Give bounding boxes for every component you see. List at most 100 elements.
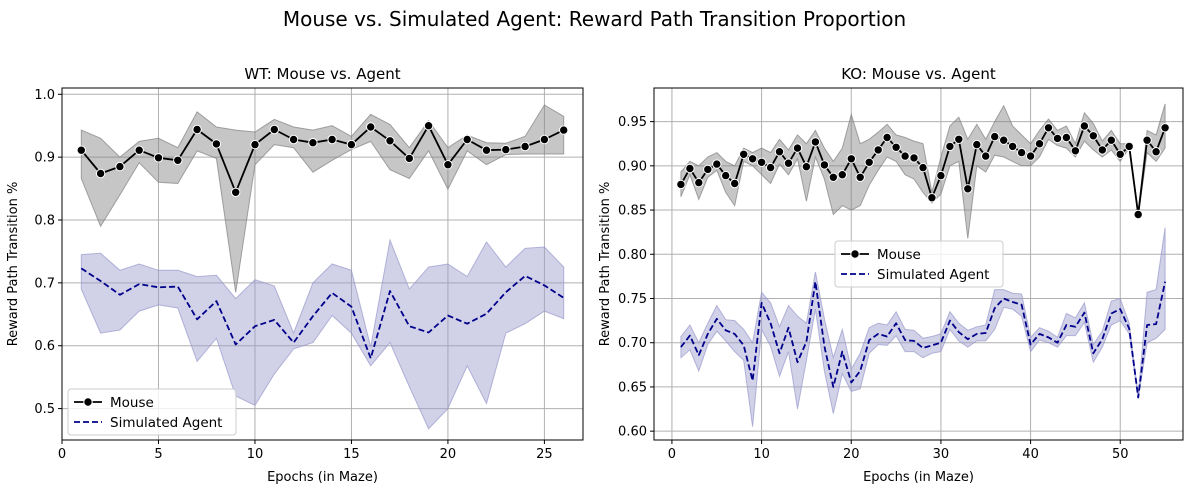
ko-mouse-point-41 bbox=[1034, 139, 1045, 149]
wt-mouse-point-22 bbox=[481, 145, 492, 155]
ko-legend-agent-label: Simulated Agent bbox=[877, 267, 989, 283]
ko-mouse-point-20 bbox=[846, 154, 856, 164]
ko-mouse-point-44 bbox=[1061, 132, 1072, 143]
wt-x-tick-label-5: 25 bbox=[536, 447, 553, 462]
ko-y-axis-label: Reward Path Transition % bbox=[598, 182, 613, 347]
ko-x-ticks: 0 10 20 30 40 50 bbox=[668, 440, 1129, 462]
ko-mouse-point-29 bbox=[927, 193, 937, 203]
ko-mouse-point-1 bbox=[676, 179, 686, 190]
wt-mouse-band bbox=[80, 104, 565, 293]
wt-mouse-point-6 bbox=[173, 155, 183, 166]
wt-confidence-bands bbox=[80, 104, 565, 430]
ko-mouse-point-28 bbox=[918, 162, 928, 173]
ko-mouse-point-35 bbox=[981, 151, 991, 161]
wt-y-tick-label-3: 0.8 bbox=[34, 214, 55, 229]
wt-legend: Mouse Simulated Agent bbox=[67, 388, 237, 436]
wt-x-tick-label-0: 0 bbox=[58, 447, 66, 462]
wt-legend-mouse-label: Mouse bbox=[110, 395, 154, 411]
wt-panel: WT: Mouse vs. Agent 0 5 10 15 20 25 0.5 0.6 0.7… bbox=[6, 65, 584, 485]
figure-title: Mouse vs. Simulated Agent: Reward Path T… bbox=[283, 7, 906, 31]
ko-mouse-point-8 bbox=[739, 149, 749, 160]
wt-legend-agent-label: Simulated Agent bbox=[110, 415, 222, 431]
wt-mouse-point-2 bbox=[95, 168, 106, 179]
wt-mouse-point-24 bbox=[520, 141, 530, 152]
wt-y-tick-label-0: 0.5 bbox=[34, 402, 55, 417]
ko-agent-band bbox=[680, 227, 1166, 427]
wt-mouse-point-13 bbox=[308, 138, 318, 148]
ko-mouse-point-12 bbox=[774, 147, 785, 157]
ko-mouse-point-39 bbox=[1016, 147, 1027, 158]
wt-y-tick-label-4: 0.9 bbox=[34, 151, 55, 166]
wt-legend-box bbox=[67, 388, 237, 436]
ko-mouse-point-43 bbox=[1052, 133, 1063, 144]
ko-x-tick-label-2: 20 bbox=[843, 447, 860, 462]
wt-y-tick-label-5: 1.0 bbox=[34, 88, 55, 103]
ko-mouse-point-10 bbox=[756, 157, 767, 168]
ko-legend-box bbox=[834, 240, 1004, 288]
ko-y-tick-label-4: 0.80 bbox=[618, 248, 647, 263]
wt-axes-frame bbox=[61, 87, 584, 441]
wt-mouse-point-21 bbox=[462, 134, 472, 145]
ko-mouse-point-5 bbox=[712, 159, 722, 169]
ko-mouse-point-6 bbox=[721, 170, 731, 181]
wt-y-axis-label: Reward Path Transition % bbox=[6, 182, 21, 347]
wt-mouse-markers bbox=[76, 121, 569, 198]
ko-x-tick-label-0: 0 bbox=[668, 447, 676, 462]
wt-agent-band bbox=[80, 238, 565, 430]
wt-mouse-point-16 bbox=[366, 122, 376, 132]
wt-y-tick-label-2: 0.7 bbox=[34, 276, 55, 291]
wt-x-tick-label-3: 15 bbox=[343, 447, 360, 462]
wt-y-ticks: 0.5 0.6 0.7 0.8 0.9 1.0 bbox=[34, 88, 62, 417]
ko-y-tick-label-5: 0.85 bbox=[618, 204, 647, 219]
ko-mouse-point-21 bbox=[855, 172, 865, 183]
ko-mouse-point-19 bbox=[837, 170, 847, 180]
ko-mouse-point-54 bbox=[1151, 147, 1161, 157]
wt-mouse-point-11 bbox=[269, 124, 279, 135]
wt-mouse-point-18 bbox=[404, 153, 414, 164]
ko-y-tick-label-6: 0.90 bbox=[618, 159, 647, 174]
wt-panel-title: WT: Mouse vs. Agent bbox=[244, 65, 400, 83]
ko-x-axis-label: Epochs (in Maze) bbox=[863, 470, 974, 485]
ko-x-tick-label-4: 40 bbox=[1022, 447, 1039, 462]
wt-y-tick-label-1: 0.6 bbox=[34, 339, 55, 354]
ko-mouse-point-11 bbox=[765, 162, 776, 173]
ko-y-tick-label-0: 0.60 bbox=[618, 425, 647, 440]
ko-mouse-point-36 bbox=[990, 131, 1000, 142]
wt-x-axis-label: Epochs (in Maze) bbox=[267, 470, 378, 485]
ko-mouse-point-30 bbox=[936, 170, 946, 181]
wt-mouse-point-26 bbox=[559, 125, 569, 135]
ko-mouse-point-46 bbox=[1079, 121, 1090, 131]
wt-mouse-point-8 bbox=[211, 139, 222, 149]
ko-mouse-point-34 bbox=[972, 139, 982, 150]
ko-mouse-point-3 bbox=[694, 177, 704, 188]
wt-mouse-point-14 bbox=[327, 134, 337, 145]
wt-x-tick-label-1: 5 bbox=[154, 447, 162, 462]
ko-mouse-point-53 bbox=[1142, 135, 1152, 145]
ko-mouse-point-50 bbox=[1115, 149, 1125, 160]
wt-x-tick-label-4: 20 bbox=[440, 447, 457, 462]
wt-mouse-point-15 bbox=[346, 139, 357, 150]
ko-mouse-point-51 bbox=[1124, 141, 1134, 152]
ko-mouse-point-37 bbox=[999, 135, 1009, 145]
ko-mouse-point-42 bbox=[1043, 123, 1054, 133]
ko-mouse-point-25 bbox=[891, 142, 901, 153]
wt-mouse-point-25 bbox=[539, 134, 550, 145]
ko-x-tick-label-3: 30 bbox=[933, 447, 950, 462]
ko-mouse-point-22 bbox=[864, 157, 874, 168]
ko-grid bbox=[654, 88, 1183, 440]
wt-x-ticks: 0 5 10 15 20 25 bbox=[58, 440, 553, 462]
ko-mouse-point-23 bbox=[873, 145, 883, 155]
ko-mouse-point-40 bbox=[1025, 151, 1036, 161]
wt-mouse-point-17 bbox=[385, 136, 395, 146]
ko-panel-title: KO: Mouse vs. Agent bbox=[841, 65, 996, 83]
ko-mouse-point-13 bbox=[783, 158, 794, 168]
ko-mouse-point-45 bbox=[1070, 146, 1081, 156]
wt-mouse-point-9 bbox=[231, 187, 241, 198]
ko-mouse-point-48 bbox=[1097, 145, 1108, 155]
ko-panel: KO: Mouse vs. Agent 0 10 20 30 40 50 0.60 0.65… bbox=[598, 65, 1184, 485]
ko-mouse-point-24 bbox=[882, 132, 892, 143]
ko-mouse-point-18 bbox=[828, 172, 838, 183]
wt-legend-mouse-marker bbox=[83, 397, 93, 407]
wt-mouse-point-12 bbox=[288, 134, 299, 145]
